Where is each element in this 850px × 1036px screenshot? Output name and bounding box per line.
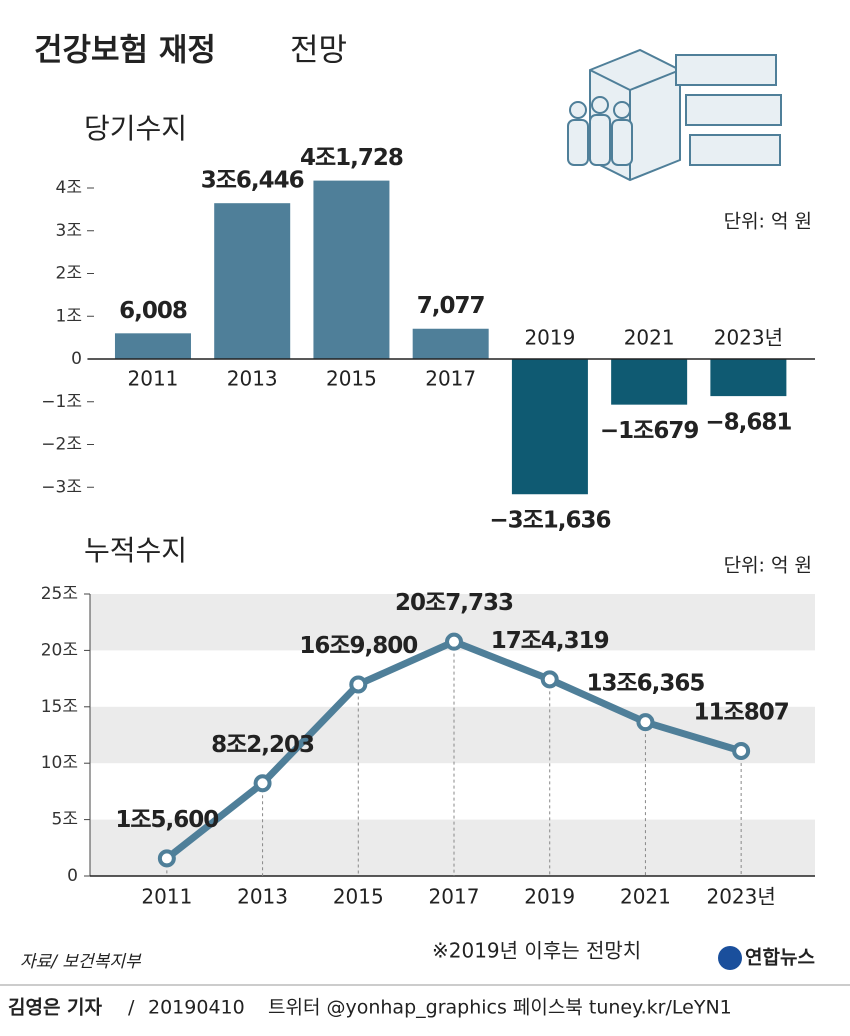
y-tick-label: 2조: [56, 264, 82, 284]
value-label: 1조5,600: [115, 807, 218, 833]
logo-mark: [718, 946, 742, 970]
y-tick-label: −2조: [41, 435, 82, 455]
y-tick-label: 25조: [41, 584, 78, 604]
point: [349, 675, 368, 694]
point: [445, 632, 463, 651]
y-tick-label: 10조: [41, 753, 78, 773]
source: 자료/ 보건복지부: [20, 952, 142, 972]
value-label: 20조7,733: [395, 590, 513, 616]
unit-label: 단위: 억 원: [724, 211, 812, 233]
chart-title: 당기수지: [84, 112, 187, 145]
x-tick-label: 2019: [524, 885, 575, 909]
value-label: 17조4,319: [491, 628, 609, 654]
y-tick-label: 0: [67, 866, 78, 886]
grid-band: [90, 819, 815, 876]
x-tick-label: 2011: [141, 885, 192, 909]
x-tick-label: 2023년: [706, 885, 775, 909]
y-tick-label: 4조: [56, 178, 82, 198]
illustration: [567, 48, 782, 182]
point: [636, 713, 655, 732]
x-tick-label: 2017: [429, 885, 480, 909]
logo: 연합뉴스: [745, 947, 815, 969]
bar: [611, 359, 688, 405]
bar: [313, 180, 390, 359]
credit-sep: /: [128, 997, 135, 1019]
x-tick-label: 2015: [333, 885, 384, 909]
credit-links: 트위터 @yonhap_graphics 페이스북 tuney.kr/LeYN1: [268, 997, 732, 1019]
x-tick-label: 2023년: [714, 326, 783, 350]
title-suffix: 전망: [290, 33, 347, 69]
value-label: −3조1,636: [489, 508, 610, 534]
bar: [412, 328, 489, 359]
x-tick-label: 2013: [227, 367, 278, 391]
credit-author: 김영은 기자: [8, 997, 103, 1019]
value-label: 13조6,365: [586, 671, 704, 697]
chart-title: 누적수지: [84, 534, 187, 567]
unit-label: 단위: 억 원: [724, 555, 812, 577]
value-label: 16조9,800: [299, 633, 417, 659]
point: [253, 774, 272, 793]
value-label: 7,077: [417, 293, 485, 319]
point: [732, 742, 751, 761]
value-label: 8조2,203: [211, 732, 314, 758]
y-tick-label: 3조: [56, 221, 82, 241]
value-label: −1조679: [600, 418, 698, 444]
x-tick-label: 2011: [128, 367, 179, 391]
value-label: −8,681: [705, 410, 791, 436]
title: 건강보험 재정: [34, 33, 216, 69]
x-tick-label: 2021: [620, 885, 671, 909]
value-label: 4조1,728: [300, 145, 403, 171]
credit-date: 20190410: [148, 997, 245, 1019]
x-tick-label: 2021: [624, 326, 675, 350]
x-tick-label: 2015: [326, 367, 377, 391]
bar: [710, 359, 787, 397]
y-tick-label: 0: [71, 349, 82, 369]
point: [540, 670, 559, 689]
y-tick-label: −1조: [41, 392, 82, 412]
bar: [114, 333, 191, 359]
y-tick-label: −3조: [41, 477, 82, 497]
bar: [511, 359, 588, 495]
x-tick-label: 2017: [425, 367, 476, 391]
x-tick-label: 2013: [237, 885, 288, 909]
x-tick-label: 2019: [524, 326, 575, 350]
bar: [214, 203, 291, 359]
y-tick-label: 1조: [56, 306, 82, 326]
value-label: 11조807: [694, 700, 789, 726]
y-tick-label: 5조: [52, 810, 78, 830]
y-tick-label: 15조: [41, 697, 78, 717]
value-label: 6,008: [119, 298, 187, 324]
y-tick-label: 20조: [41, 640, 78, 660]
value-label: 3조6,446: [201, 168, 304, 194]
note: ※2019년 이후는 전망치: [432, 939, 641, 963]
point: [157, 849, 176, 868]
